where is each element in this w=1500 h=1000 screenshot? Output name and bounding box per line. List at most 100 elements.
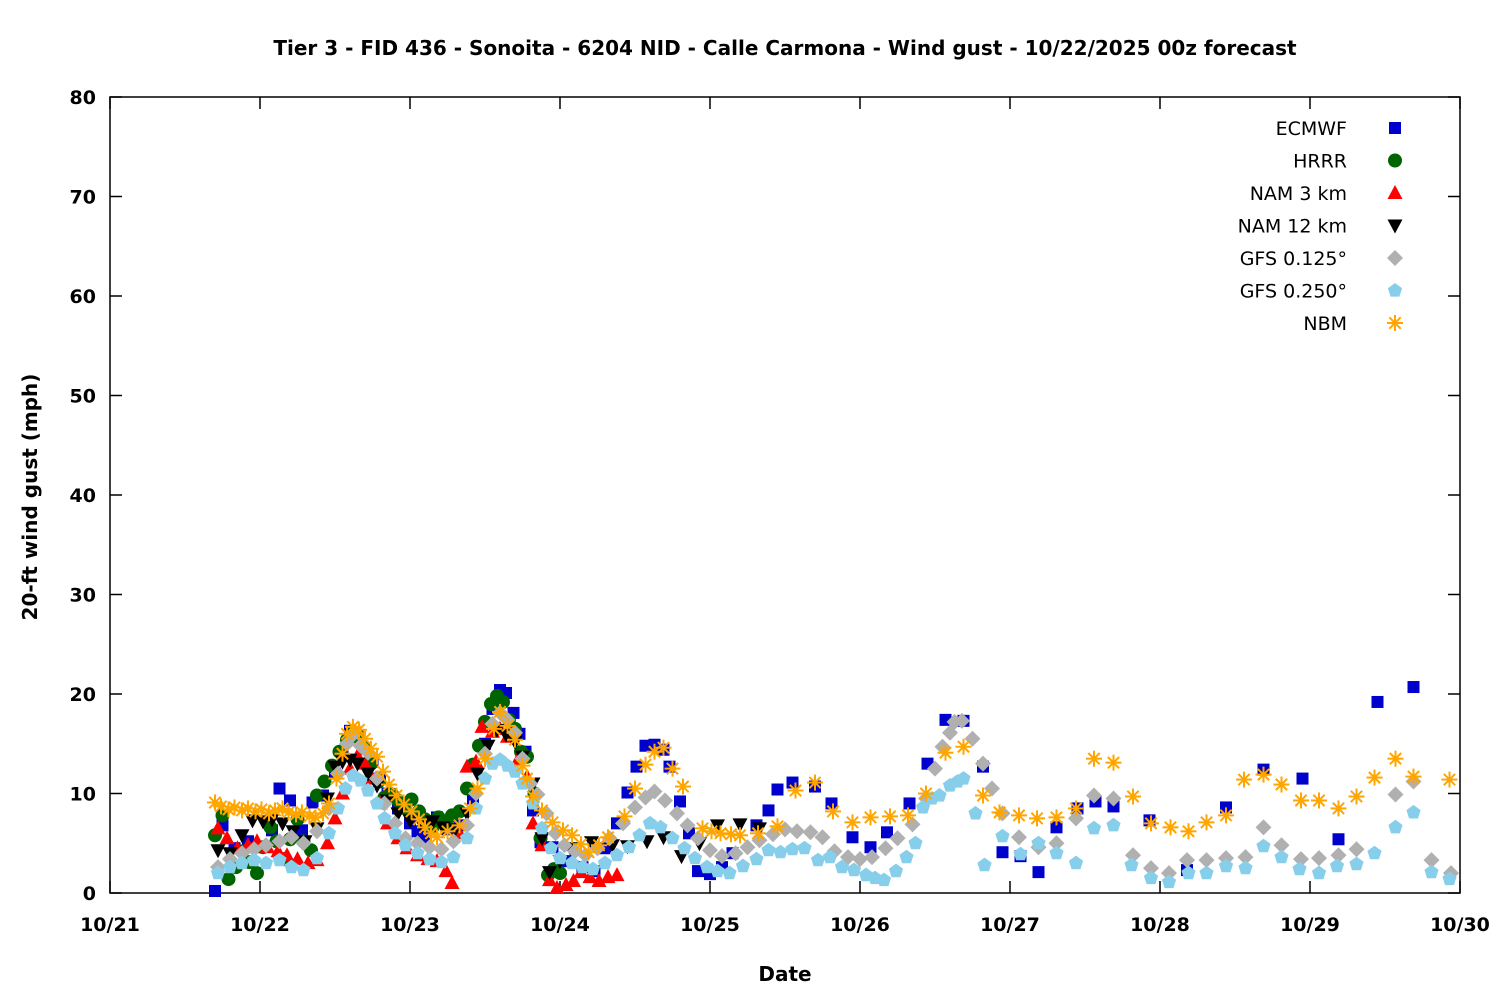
data-point-gfs-0-250 bbox=[932, 788, 947, 802]
legend-label-ecmwf: ECMWF bbox=[1276, 118, 1347, 140]
x-tick-label: 10/27 bbox=[980, 914, 1040, 936]
legend-label-nbm: NBM bbox=[1303, 313, 1347, 335]
legend-marker-hrrr-icon bbox=[1388, 153, 1402, 168]
data-point-nbm bbox=[1198, 814, 1215, 831]
data-point-gfs-0-250 bbox=[785, 841, 800, 856]
data-point-gfs-0-250 bbox=[1049, 845, 1064, 860]
legend-item-ecmwf: ECMWF bbox=[1276, 118, 1401, 140]
x-tick-label: 10/30 bbox=[1430, 914, 1490, 936]
data-point-nbm bbox=[723, 826, 739, 843]
data-point-nbm bbox=[991, 804, 1008, 821]
data-point-gfs-0-250 bbox=[677, 840, 692, 855]
data-point-nbm bbox=[732, 827, 748, 844]
data-point-gfs-0-125 bbox=[1011, 829, 1027, 846]
data-point-hrrr bbox=[250, 866, 264, 881]
data-point-gfs-0-125 bbox=[271, 833, 288, 850]
x-tick-label: 10/21 bbox=[80, 914, 140, 936]
data-point-nam-12-km bbox=[542, 866, 557, 881]
data-point-gfs-0-250 bbox=[1181, 865, 1196, 880]
data-point-nbm bbox=[600, 829, 616, 846]
legend-marker-gfs-0-125-icon bbox=[1387, 250, 1403, 266]
data-point-ecmwf bbox=[273, 782, 286, 795]
data-point-gfs-0-250 bbox=[246, 852, 262, 867]
data-point-gfs-0-125 bbox=[852, 851, 868, 868]
data-point-hrrr bbox=[553, 866, 567, 881]
data-point-nbm bbox=[334, 745, 351, 762]
data-point-gfs-0-125 bbox=[702, 842, 718, 859]
data-point-gfs-0-250 bbox=[710, 863, 725, 878]
data-point-gfs-0-125 bbox=[1086, 787, 1102, 804]
data-point-gfs-0-125 bbox=[814, 829, 831, 846]
data-point-nbm bbox=[937, 744, 954, 761]
data-point-nbm bbox=[363, 740, 379, 757]
data-point-gfs-0-250 bbox=[284, 859, 299, 874]
data-point-nbm bbox=[486, 720, 502, 737]
data-point-gfs-0-250 bbox=[543, 840, 559, 855]
data-point-nbm bbox=[1330, 800, 1347, 817]
data-point-gfs-0-250 bbox=[915, 799, 931, 814]
data-point-gfs-0-250 bbox=[585, 861, 601, 876]
data-point-gfs-0-250 bbox=[1031, 835, 1046, 850]
data-point-nam-12-km bbox=[327, 760, 343, 775]
data-point-nbm bbox=[462, 800, 478, 817]
data-point-gfs-0-250 bbox=[908, 835, 923, 850]
data-point-nbm bbox=[1273, 776, 1290, 793]
data-point-nbm bbox=[492, 703, 508, 720]
data-point-nbm bbox=[900, 807, 916, 824]
data-point-gfs-0-250 bbox=[735, 858, 751, 873]
data-point-gfs-0-125 bbox=[1273, 837, 1290, 854]
data-point-nam-12-km bbox=[470, 767, 485, 782]
data-point-ecmwf bbox=[1296, 772, 1309, 785]
data-point-gfs-0-250 bbox=[1329, 858, 1345, 873]
data-point-gfs-0-125 bbox=[714, 848, 730, 865]
data-point-nam-12-km bbox=[275, 817, 290, 832]
data-point-gfs-0-250 bbox=[1274, 849, 1289, 864]
data-point-nbm bbox=[369, 748, 385, 765]
data-point-gfs-0-125 bbox=[727, 845, 744, 862]
y-tick-label: 80 bbox=[70, 87, 96, 109]
data-point-nbm bbox=[439, 823, 456, 840]
data-point-nbm bbox=[1162, 819, 1179, 836]
data-point-nbm bbox=[1218, 807, 1234, 824]
data-point-gfs-0-250 bbox=[1442, 871, 1457, 886]
data-point-gfs-0-250 bbox=[575, 859, 590, 874]
data-point-gfs-0-125 bbox=[1311, 850, 1327, 867]
data-point-nbm bbox=[514, 757, 531, 774]
data-point-nam-3-km bbox=[459, 758, 475, 773]
data-point-gfs-0-250 bbox=[564, 855, 580, 870]
data-point-nbm bbox=[469, 780, 486, 797]
data-point-gfs-0-125 bbox=[1125, 847, 1141, 864]
x-tick-label: 10/26 bbox=[830, 914, 890, 936]
data-point-gfs-0-125 bbox=[877, 840, 894, 857]
data-point-gfs-0-125 bbox=[295, 835, 312, 852]
data-point-nbm bbox=[844, 814, 861, 831]
data-point-nbm bbox=[637, 756, 654, 773]
data-point-gfs-0-250 bbox=[995, 828, 1010, 843]
data-point-gfs-0-250 bbox=[597, 855, 613, 870]
data-point-gfs-0-250 bbox=[234, 855, 250, 870]
y-tick-label: 70 bbox=[70, 187, 96, 209]
data-point-gfs-0-250 bbox=[1292, 861, 1307, 876]
data-point-nam-12-km bbox=[732, 818, 748, 833]
data-point-gfs-0-250 bbox=[353, 773, 368, 787]
data-point-gfs-0-125 bbox=[627, 799, 643, 816]
x-tick-label: 10/25 bbox=[680, 914, 740, 936]
legend-label-gfs-0-250: GFS 0.250° bbox=[1240, 281, 1347, 303]
data-point-nbm bbox=[351, 721, 367, 738]
data-point-nbm bbox=[1029, 810, 1045, 827]
data-point-gfs-0-250 bbox=[1199, 865, 1214, 880]
data-point-hrrr bbox=[310, 788, 324, 803]
data-point-gfs-0-125 bbox=[1105, 790, 1122, 807]
data-point-gfs-0-250 bbox=[321, 825, 337, 840]
data-point-nbm bbox=[321, 795, 337, 812]
data-point-gfs-0-250 bbox=[507, 764, 523, 778]
data-point-nam-3-km bbox=[357, 755, 373, 770]
data-point-nam-3-km bbox=[566, 873, 581, 888]
data-point-nbm bbox=[375, 763, 391, 780]
data-point-nbm bbox=[1048, 809, 1065, 826]
data-point-nbm bbox=[1143, 815, 1159, 832]
data-point-gfs-0-250 bbox=[899, 849, 914, 864]
data-point-nbm bbox=[1068, 800, 1084, 817]
data-point-gfs-0-250 bbox=[722, 865, 737, 880]
